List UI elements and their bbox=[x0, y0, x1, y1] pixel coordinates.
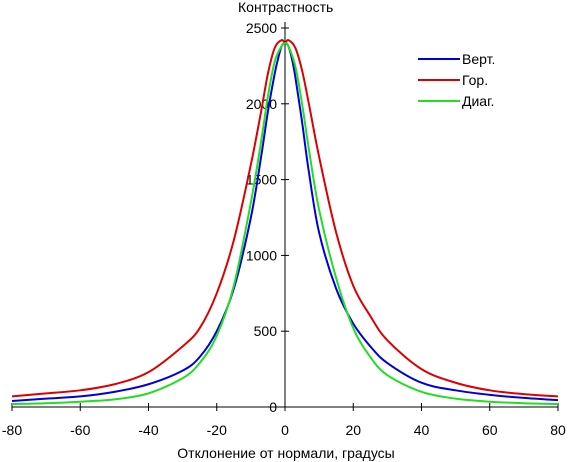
legend-label-1: Верт. bbox=[462, 51, 495, 67]
y-tick-label: 500 bbox=[254, 323, 278, 339]
legend-label-3: Диаг. bbox=[462, 93, 494, 109]
legend-label-2: Гор. bbox=[462, 72, 488, 88]
x-tick-label: -60 bbox=[70, 422, 90, 438]
x-tick-label: 60 bbox=[482, 422, 498, 438]
x-tick-label: 0 bbox=[281, 422, 289, 438]
y-tick-label: 1500 bbox=[246, 172, 277, 188]
x-tick-label: -80 bbox=[2, 422, 22, 438]
x-tick-label: 80 bbox=[550, 422, 566, 438]
x-tick-label: -40 bbox=[138, 422, 158, 438]
legend: Верт. Гор. Диаг. bbox=[418, 51, 495, 109]
series-line-3 bbox=[11, 42, 559, 405]
x-tick-label: 40 bbox=[414, 422, 430, 438]
y-tick-label: 1000 bbox=[246, 247, 277, 263]
y-axis-title: Контрастность bbox=[238, 0, 333, 15]
x-tick-label: 20 bbox=[345, 422, 361, 438]
plot-area bbox=[11, 39, 559, 405]
y-tick-label: 2500 bbox=[246, 20, 277, 36]
x-axis-title: Отклонение от нормали, градусы bbox=[177, 445, 394, 461]
x-tick-label: -20 bbox=[207, 422, 227, 438]
y-tick-label: 0 bbox=[269, 399, 277, 415]
